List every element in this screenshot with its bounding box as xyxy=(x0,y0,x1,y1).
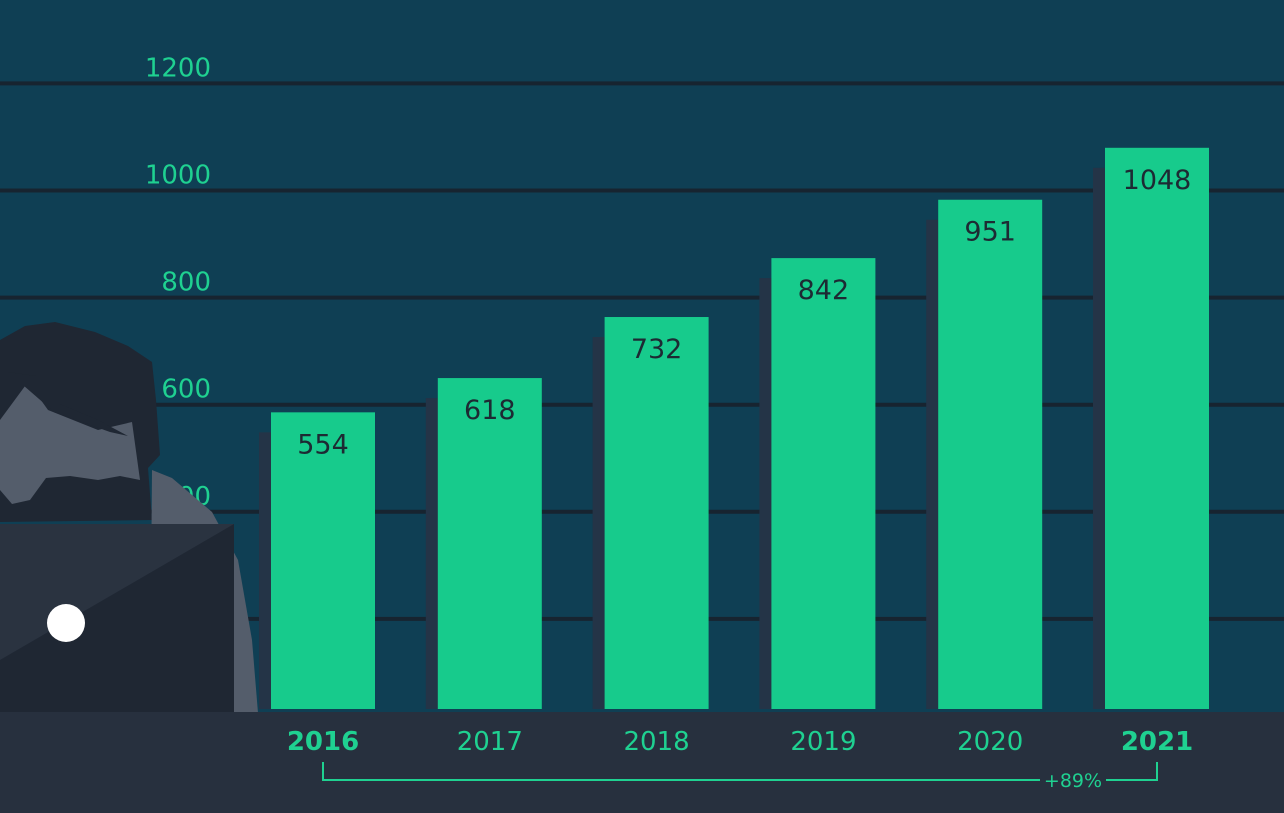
x-tick-label: 2018 xyxy=(624,727,690,757)
bar xyxy=(604,317,709,709)
person-with-laptop-illustration xyxy=(0,322,258,713)
growth-bracket xyxy=(322,762,1158,781)
x-tick-label: 2017 xyxy=(457,727,523,757)
bar-shadow xyxy=(926,219,941,709)
bar xyxy=(271,412,375,709)
bar-shadow xyxy=(425,398,440,709)
x-tick-label: 2016 xyxy=(287,727,359,757)
y-tick-label: 1000 xyxy=(145,161,211,191)
bar-value-label: 951 xyxy=(964,217,1016,248)
x-tick-label: 2021 xyxy=(1121,727,1193,757)
bar-shadow xyxy=(759,278,774,709)
bar-value-label: 618 xyxy=(464,395,516,426)
growth-percentage-label: +89% xyxy=(1044,770,1102,792)
bar xyxy=(437,378,542,709)
bar-value-label: 732 xyxy=(631,334,683,365)
bar xyxy=(771,258,876,709)
bar-value-label: 1048 xyxy=(1123,165,1192,196)
growth-annotation: +89% xyxy=(322,762,1158,792)
y-tick-label: 600 xyxy=(161,375,211,405)
x-tick-label: 2019 xyxy=(790,727,856,757)
bar-value-label: 554 xyxy=(297,429,349,460)
person-face xyxy=(0,382,140,504)
bar xyxy=(1105,147,1209,709)
x-tick-label: 2020 xyxy=(957,727,1023,757)
y-tick-label: 1200 xyxy=(145,53,211,83)
bar-shadow xyxy=(1093,167,1107,709)
bar-value-label: 842 xyxy=(798,275,850,306)
laptop-logo xyxy=(47,604,85,642)
footer-band xyxy=(0,712,1284,813)
x-axis-ticks: 2016 2017 2018 2019 2020 2021 xyxy=(287,727,1193,757)
bars: 554 618 732 842 951 1048 xyxy=(259,147,1209,709)
bar-shadow xyxy=(592,337,607,709)
bar-shadow xyxy=(259,432,273,709)
person-hair-strand xyxy=(8,372,128,436)
y-tick-label: 800 xyxy=(161,268,211,298)
bar xyxy=(938,199,1043,709)
